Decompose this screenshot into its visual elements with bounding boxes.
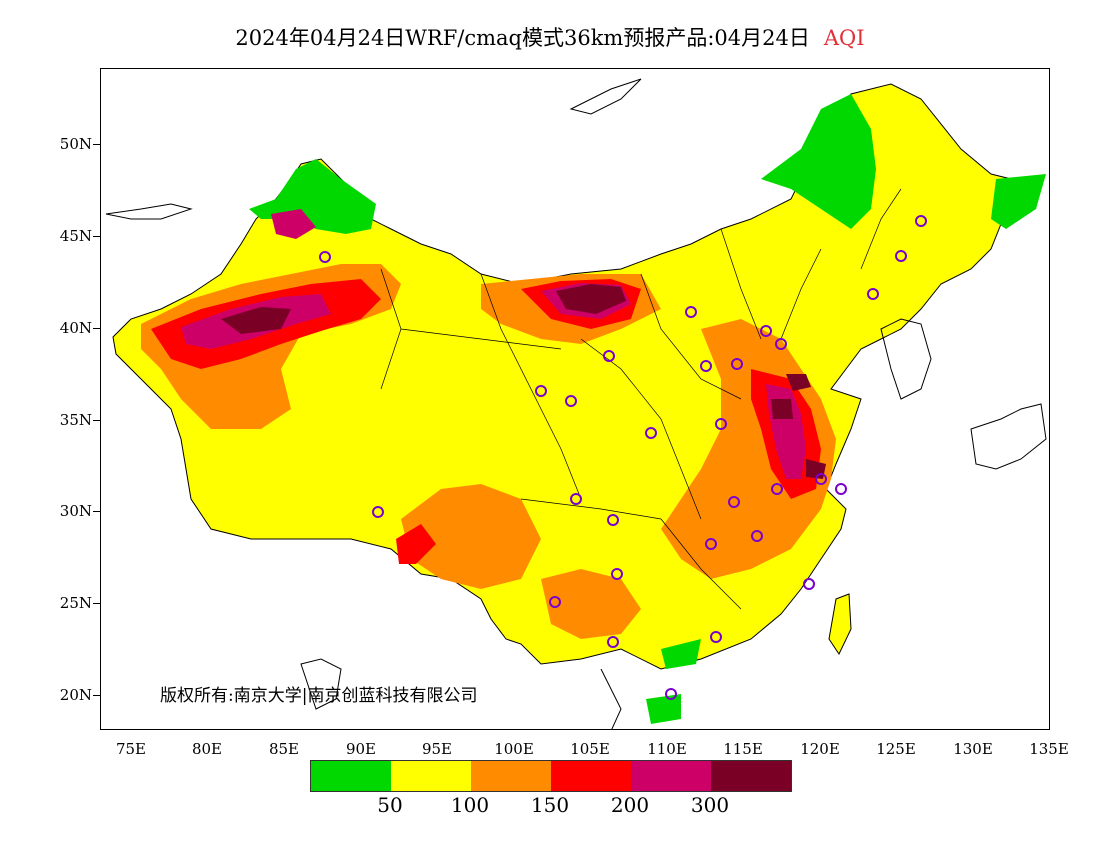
vietnam-coast (600, 668, 622, 729)
x-label-90e: 90E (345, 740, 377, 758)
y-tick (93, 420, 101, 421)
y-label-25n: 25N (59, 594, 92, 612)
city-marker (549, 596, 561, 608)
kazakhstan-coast (105, 203, 193, 220)
title-variable: AQI (823, 26, 865, 50)
magenta-zone-northwest (271, 209, 316, 239)
darkred-zone-east-1 (786, 374, 811, 391)
city-marker (867, 288, 879, 300)
city-marker (645, 427, 657, 439)
green-zone-east (991, 174, 1046, 229)
legend-label-150: 150 (530, 793, 570, 817)
city-marker (731, 358, 743, 370)
y-label-20n: 20N (59, 686, 92, 704)
y-label-50n: 50N (59, 135, 92, 153)
legend-swatch-green (311, 761, 391, 791)
city-marker (611, 568, 623, 580)
y-tick (93, 511, 101, 512)
x-label-115e: 115E (723, 740, 763, 758)
city-marker (372, 506, 384, 518)
map-title: 2024年04月24日WRF/cmaq模式36km预报产品:04月24日 AQI (0, 22, 1100, 52)
x-label-85e: 85E (268, 740, 300, 758)
city-marker (771, 483, 783, 495)
y-tick (93, 603, 101, 604)
y-label-45n: 45N (59, 227, 92, 245)
y-tick (93, 144, 101, 145)
city-markers (319, 215, 927, 700)
japan-coast (970, 403, 1047, 470)
province-borders (380, 188, 902, 610)
x-label-125e: 125E (876, 740, 916, 758)
y-tick (93, 328, 101, 329)
x-label-120e: 120E (800, 740, 840, 758)
legend-swatch-darkred (711, 761, 791, 791)
legend-label-50: 50 (377, 793, 403, 817)
y-label-35n: 35N (59, 411, 92, 429)
copyright-text: 版权所有:南京大学|南京创蓝科技有限公司 (160, 686, 478, 706)
city-marker (607, 514, 619, 526)
city-marker (803, 578, 815, 590)
legend-label-300: 300 (690, 793, 730, 817)
y-tick (93, 695, 101, 696)
x-label-95e: 95E (421, 740, 453, 758)
korea-coast (880, 318, 932, 400)
darkred-zone-north (556, 284, 626, 314)
city-marker (607, 636, 619, 648)
y-label-40n: 40N (59, 319, 92, 337)
city-marker (895, 250, 907, 262)
title-main: 2024年04月24日WRF/cmaq模式36km预报产品:04月24日 (235, 26, 810, 50)
y-label-30n: 30N (59, 502, 92, 520)
city-marker (751, 530, 763, 542)
x-label-80e: 80E (191, 740, 223, 758)
x-label-110e: 110E (647, 740, 687, 758)
city-marker (728, 496, 740, 508)
city-marker (603, 350, 615, 362)
red-zone-tibet (396, 524, 436, 564)
legend-swatch-yellow (391, 761, 471, 791)
city-marker (705, 538, 717, 550)
city-marker (775, 338, 787, 350)
city-marker (700, 360, 712, 372)
x-label-130e: 130E (953, 740, 993, 758)
aqi-map (105, 78, 1047, 729)
x-label-105e: 105E (570, 740, 610, 758)
color-legend (310, 760, 792, 792)
city-marker (535, 385, 547, 397)
map-frame (100, 68, 1050, 730)
x-label-135e: 135E (1029, 740, 1069, 758)
city-marker (319, 251, 331, 263)
darkred-zone-xinjiang (221, 307, 291, 334)
x-label-100e: 100E (494, 740, 534, 758)
city-marker (815, 473, 827, 485)
city-marker (565, 395, 577, 407)
city-marker (760, 325, 772, 337)
legend-swatch-orange (471, 761, 551, 791)
mongolia-border (569, 78, 642, 115)
green-zone-northeast (761, 94, 876, 229)
legend-swatch-magenta (631, 761, 711, 791)
city-marker (835, 483, 847, 495)
green-zone-south (661, 639, 701, 669)
legend-label-100: 100 (450, 793, 490, 817)
city-marker (685, 306, 697, 318)
bay-of-bengal-coast (300, 658, 342, 710)
legend-label-200: 200 (610, 793, 650, 817)
x-label-75e: 75E (115, 740, 147, 758)
orange-zone-south (541, 569, 641, 639)
city-marker (715, 418, 727, 430)
city-marker (665, 688, 677, 700)
city-marker (915, 215, 927, 227)
legend-swatch-red (551, 761, 631, 791)
taiwan (828, 593, 852, 656)
green-zone-hainan (646, 694, 681, 724)
darkred-zone-east-2 (771, 399, 793, 419)
city-marker (570, 493, 582, 505)
city-marker (710, 631, 722, 643)
orange-zone-southwest (401, 484, 541, 589)
y-tick (93, 236, 101, 237)
